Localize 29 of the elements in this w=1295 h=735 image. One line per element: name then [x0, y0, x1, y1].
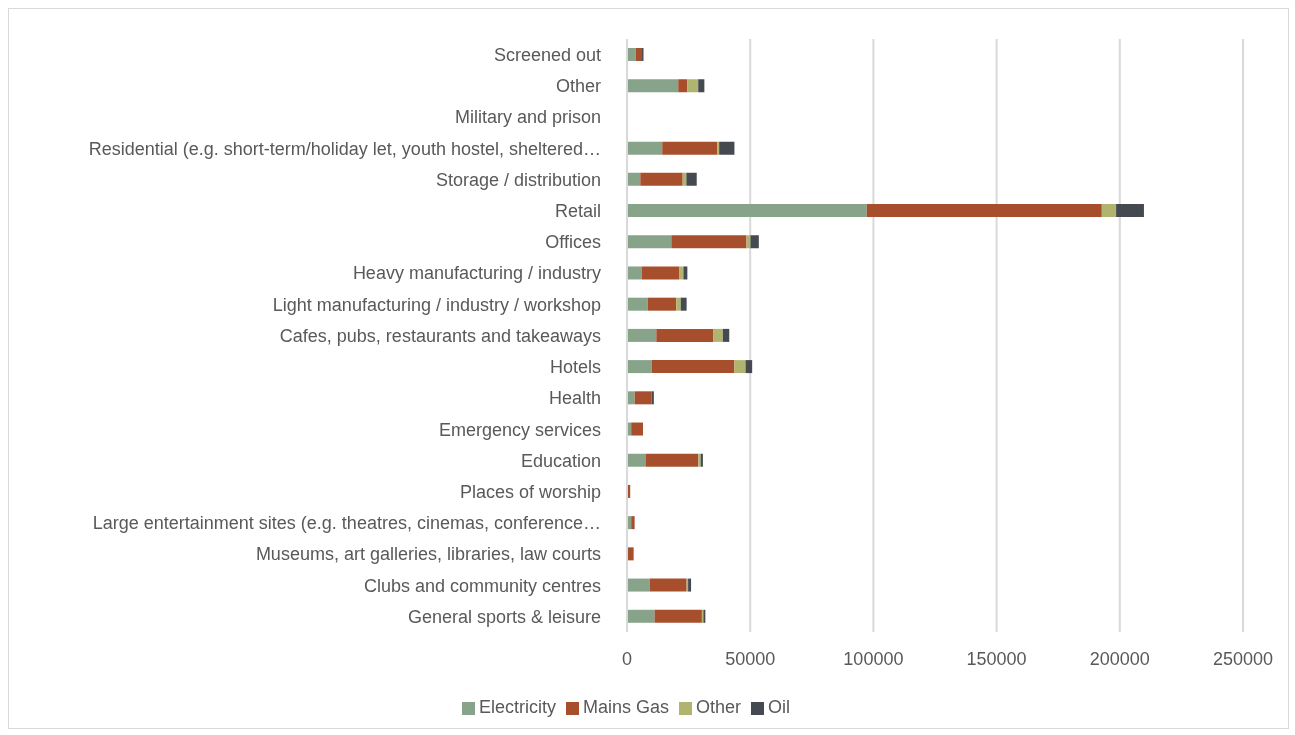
- y-tick-label: Other: [555, 76, 601, 97]
- y-tick-label: Museums, art galleries, libraries, law courts: [255, 544, 601, 565]
- y-tick-label: Light manufacturing / industry / workshop: [272, 294, 601, 315]
- y-tick-label: Large entertainment sites (e.g. theatres, cinemas, conference…: [92, 513, 601, 534]
- y-tick-label: General sports & leisure: [407, 606, 601, 627]
- x-tick-label: 0: [621, 648, 633, 669]
- y-tick-label: Retail: [554, 201, 601, 222]
- legend-label: Mains Gas: [582, 697, 669, 717]
- x-tick-label: 250000: [1212, 648, 1274, 669]
- x-tick-label: 200000: [1089, 648, 1150, 669]
- legend-label: Other: [696, 697, 742, 717]
- y-tick-label: Offices: [545, 232, 601, 253]
- y-tick-label: Education: [520, 450, 601, 471]
- y-tick-label: Storage / distribution: [435, 169, 601, 190]
- y-tick-label: Hotels: [549, 357, 601, 378]
- legend-label: Oil: [768, 697, 791, 717]
- legend-label: Electricity: [478, 697, 556, 717]
- y-tick-label: Places of worship: [459, 481, 601, 502]
- y-tick-label: Screened out: [493, 45, 601, 65]
- y-tick-label: Residential (e.g. short-term/holiday let, youth hostel, sheltered…: [88, 138, 601, 159]
- y-tick-label: Cafes, pubs, restaurants and takeaways: [279, 325, 601, 346]
- x-tick-label: 150000: [966, 648, 1027, 669]
- x-tick-label: 50000: [725, 648, 776, 669]
- y-tick-label: Military and prison: [454, 107, 601, 128]
- y-tick-label: Heavy manufacturing / industry: [352, 263, 601, 284]
- y-tick-label: Clubs and community centres: [363, 575, 601, 596]
- x-tick-label: 100000: [843, 648, 904, 669]
- y-tick-label: Emergency services: [438, 419, 601, 440]
- y-tick-label: Health: [548, 388, 601, 409]
